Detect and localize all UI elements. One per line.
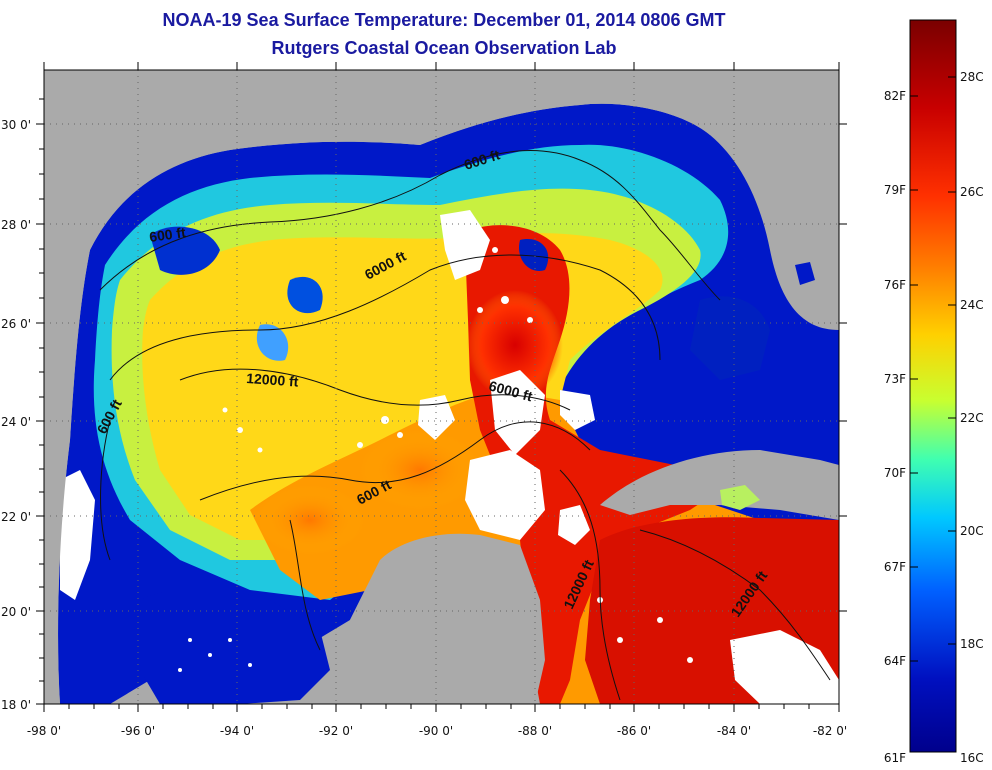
cold-patch: [690, 296, 770, 380]
map-title: NOAA-19 Sea Surface Temperature: Decembe…: [162, 10, 726, 30]
lon-label: -84 0': [717, 724, 751, 738]
colorbar-f-label: 73F: [884, 372, 906, 386]
colorbar-c-label: 28C: [960, 70, 984, 84]
warm-patch-central: [360, 430, 480, 510]
shallow-bank: [720, 485, 760, 510]
colorbar-c-label: 18C: [960, 637, 984, 651]
lat-label: 26 0': [1, 317, 31, 331]
cuba-land: [600, 450, 839, 520]
us-gulf-coast: [44, 70, 839, 250]
lon-label: -96 0': [121, 724, 155, 738]
colorbar-c-label: 26C: [960, 185, 984, 199]
colorbar-f-label: 64F: [884, 654, 906, 668]
bathymetry-contours: [99, 150, 831, 701]
contour-label: 600 ft: [148, 224, 187, 245]
lat-label: 28 0': [1, 218, 31, 232]
warm-patch-west: [255, 485, 365, 555]
cold-patch: [519, 239, 549, 271]
colorbar-c-label: 24C: [960, 298, 984, 312]
contour-label: 12000 ft: [246, 370, 299, 390]
cold-patch: [150, 226, 220, 275]
lat-label: 20 0': [1, 605, 31, 619]
longitude-labels: -98 0' -96 0' -94 0' -92 0' -90 0' -88 0…: [27, 724, 847, 738]
yucatan-land: [330, 533, 545, 704]
colorbar-f-label: 79F: [884, 183, 906, 197]
lat-label: 22 0': [1, 510, 31, 524]
colorbar: 82F 79F 76F 73F 70F 67F 64F 61F 28C 26C …: [884, 19, 984, 765]
colorbar-c-label: 22C: [960, 411, 984, 425]
lat-lon-grid: [44, 70, 839, 704]
axis-ticks: [36, 62, 847, 712]
cold-patch: [287, 276, 323, 314]
lon-label: -88 0': [518, 724, 552, 738]
colorbar-scale: [909, 19, 957, 753]
colorbar-c-label: 20C: [960, 524, 984, 538]
colorbar-f-label: 67F: [884, 560, 906, 574]
lon-label: -90 0': [419, 724, 453, 738]
lat-label: 18 0': [1, 698, 31, 712]
campeche-cold-pool: [140, 588, 330, 704]
map-frame: [43, 69, 840, 705]
lake-okeechobee: [795, 262, 815, 285]
florida-land: [720, 70, 839, 300]
colorbar-f-label: 82F: [884, 89, 906, 103]
lon-label: -86 0': [617, 724, 651, 738]
colorbar-f-label: 70F: [884, 466, 906, 480]
lat-label: 24 0': [1, 415, 31, 429]
lon-label: -98 0': [27, 724, 61, 738]
lon-label: -82 0': [813, 724, 847, 738]
colorbar-f-label: 76F: [884, 278, 906, 292]
latitude-labels: 30 0' 28 0' 26 0' 24 0' 22 0' 20 0' 18 0…: [1, 118, 31, 712]
map-subtitle: Rutgers Coastal Ocean Observation Lab: [271, 38, 617, 58]
mexico-east-coast: [44, 250, 90, 704]
map-image: 600 ft 600 ft 6000 ft 12000 ft 6000 ft 6…: [44, 70, 839, 704]
colorbar-c-label: 16C: [960, 751, 984, 765]
cold-patch: [256, 324, 289, 361]
colorbar-f-label: 61F: [884, 751, 906, 765]
lon-label: -94 0': [220, 724, 254, 738]
lon-label: -92 0': [319, 724, 353, 738]
warm-eddy: [467, 290, 563, 400]
lat-label: 30 0': [1, 118, 31, 132]
